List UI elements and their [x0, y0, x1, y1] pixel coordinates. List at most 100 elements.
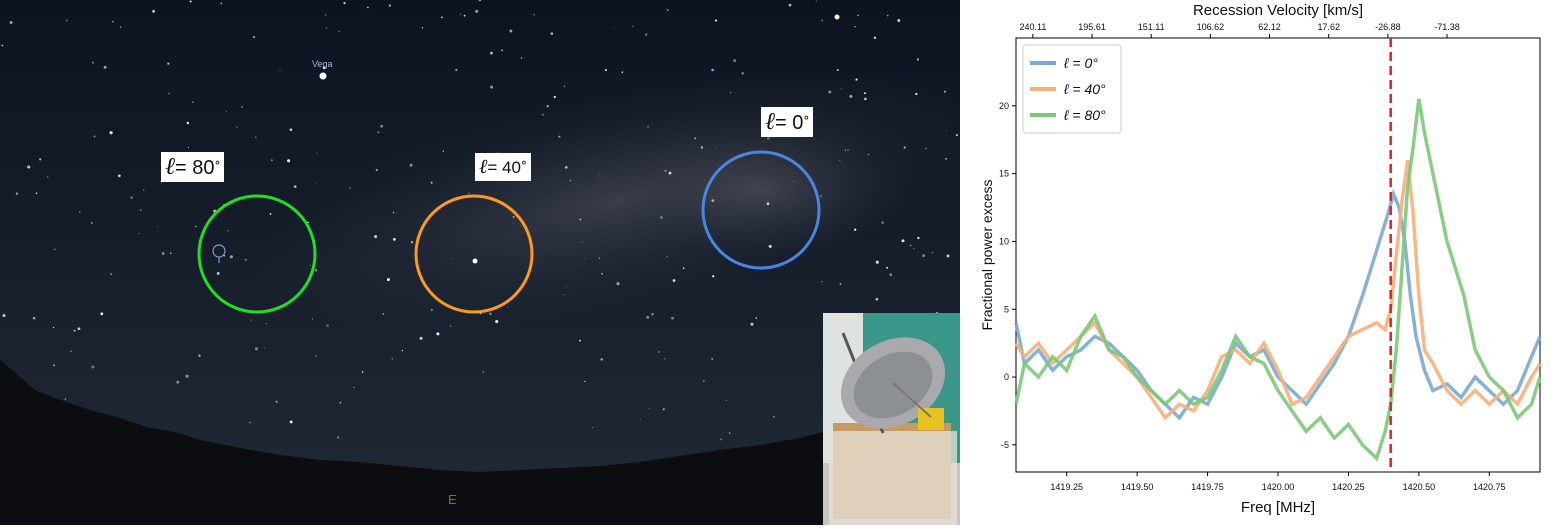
label-l80-value: = 80 — [175, 157, 215, 179]
y-tick-label: 0 — [1004, 372, 1009, 382]
star — [271, 159, 273, 161]
star — [138, 232, 140, 234]
star — [343, 1, 346, 5]
label-l40-symbol: ℓ — [479, 154, 488, 178]
star — [401, 349, 404, 352]
star — [651, 312, 654, 316]
label-l0-value: = 0 — [775, 112, 804, 134]
star — [311, 318, 313, 320]
star — [854, 26, 856, 28]
star — [380, 124, 384, 128]
star — [881, 221, 884, 224]
star — [512, 216, 515, 218]
star — [410, 241, 414, 244]
star — [119, 26, 122, 28]
star — [198, 354, 201, 357]
star — [310, 265, 312, 267]
star — [579, 339, 582, 342]
star — [873, 36, 877, 39]
star — [225, 110, 227, 112]
star — [766, 202, 770, 206]
star — [185, 374, 189, 378]
label-l80-symbol: ℓ — [165, 152, 175, 180]
star — [287, 159, 291, 163]
label-l0: ℓ= 0° — [761, 107, 814, 137]
star — [553, 95, 556, 99]
star — [250, 319, 252, 321]
top-axis-label: Recession Velocity [km/s] — [1193, 2, 1363, 19]
x-tick-label: 1419.50 — [1121, 482, 1154, 492]
top-tick-label: 106.62 — [1197, 22, 1225, 32]
star — [375, 168, 378, 172]
star — [922, 254, 926, 258]
star — [563, 294, 565, 296]
star — [27, 165, 31, 169]
star — [916, 58, 919, 61]
star — [946, 254, 950, 258]
y-tick-label: 5 — [1004, 304, 1009, 314]
region-circle-l0 — [701, 150, 821, 270]
legend-label-0: ℓ = 0° — [1063, 55, 1098, 71]
star — [52, 327, 55, 329]
spectrum-chart: 1419.25 1419.50 1419.75 1420.00 1420.25 1420.… — [960, 0, 1558, 525]
label-l40: ℓ= 40° — [475, 153, 531, 181]
star — [377, 131, 380, 134]
star — [176, 380, 180, 384]
star — [130, 196, 133, 199]
star — [897, 19, 901, 22]
star — [279, 69, 281, 71]
star-label-vega: Vega — [312, 59, 333, 69]
star — [186, 121, 189, 125]
star — [441, 16, 443, 19]
star — [47, 176, 49, 178]
star — [506, 307, 508, 308]
star — [663, 357, 666, 360]
star — [482, 371, 484, 373]
star — [161, 252, 165, 255]
star — [189, 0, 192, 3]
star — [489, 312, 492, 316]
star — [39, 158, 42, 161]
legend-label-1: ℓ = 40° — [1063, 81, 1106, 97]
top-tick-label: 240.11 — [1019, 22, 1046, 32]
star — [316, 183, 318, 185]
star — [236, 126, 238, 129]
star — [750, 322, 754, 326]
star — [875, 297, 879, 301]
star — [901, 239, 905, 243]
x-ticks: 1419.25 1419.50 1419.75 1420.00 1420.25 1420.… — [1050, 472, 1506, 492]
star — [772, 415, 775, 418]
star — [459, 13, 462, 15]
region-circle-l80 — [197, 194, 317, 314]
star — [265, 323, 267, 324]
star — [339, 401, 342, 404]
legend-box — [1022, 44, 1122, 134]
star — [733, 59, 737, 63]
star — [664, 169, 667, 172]
star — [391, 358, 393, 360]
star — [419, 336, 423, 340]
star — [863, 92, 866, 95]
star — [849, 94, 853, 98]
star — [815, 0, 817, 2]
star — [140, 209, 142, 211]
star — [194, 225, 197, 228]
star — [600, 358, 603, 361]
star — [821, 19, 824, 22]
star — [569, 179, 572, 182]
star — [490, 51, 493, 55]
star — [382, 313, 385, 315]
x-tick-label: 1419.75 — [1191, 482, 1224, 492]
star — [367, 6, 369, 9]
star — [925, 147, 927, 150]
star — [103, 65, 107, 69]
star — [93, 135, 96, 138]
star — [463, 14, 466, 17]
x-tick-label: 1420.50 — [1403, 482, 1436, 492]
star — [647, 126, 649, 128]
legend-label-2: ℓ = 80° — [1063, 107, 1106, 123]
star — [632, 25, 634, 27]
milky-way-core — [610, 120, 910, 260]
star — [662, 408, 665, 411]
label-l0-degree: ° — [803, 114, 810, 128]
